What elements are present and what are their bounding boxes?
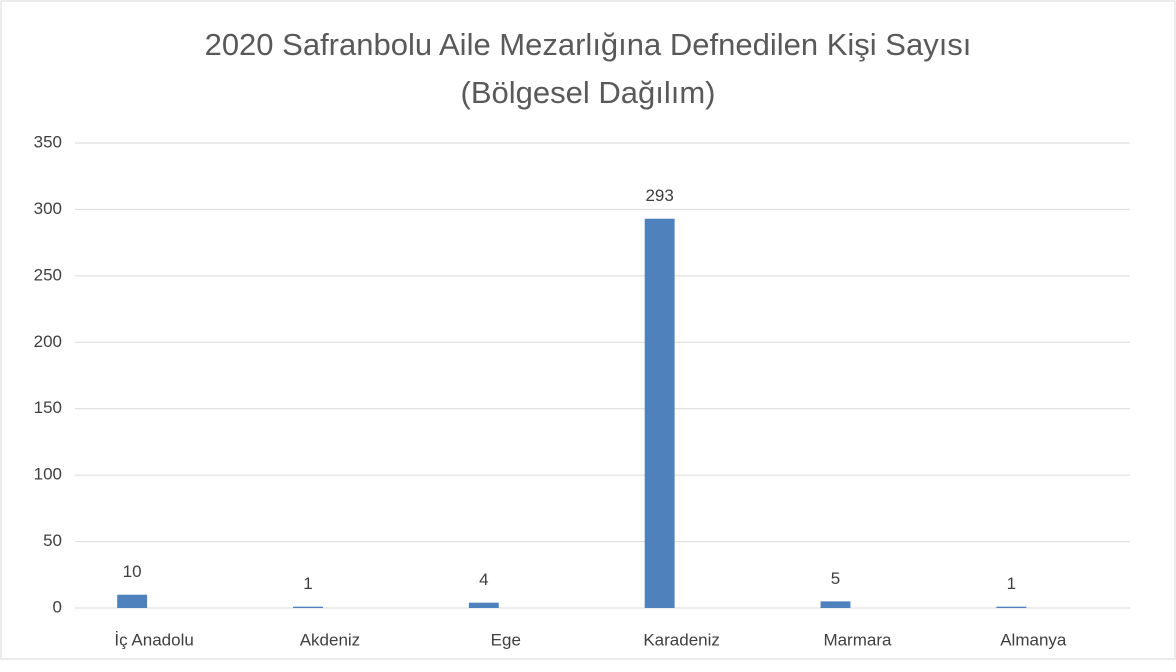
data-label: 10 <box>123 562 142 581</box>
x-tick-label: İç Anadolu <box>114 630 193 649</box>
data-label: 5 <box>831 569 840 588</box>
x-tick-label: Almanya <box>1000 630 1067 649</box>
bar <box>644 218 675 608</box>
y-tick-label: 50 <box>43 531 62 550</box>
x-tick-label: Karadeniz <box>643 630 720 649</box>
bar <box>468 602 499 608</box>
bar <box>293 606 323 608</box>
y-tick-label: 300 <box>34 199 62 218</box>
y-tick-label: 150 <box>34 398 62 417</box>
y-tick-label: 200 <box>34 332 62 351</box>
y-tick-label: 350 <box>34 132 62 151</box>
y-tick-label: 100 <box>34 465 62 484</box>
x-tick-label: Marmara <box>823 630 892 649</box>
data-label: 1 <box>1007 574 1016 593</box>
y-tick-label: 0 <box>53 597 62 616</box>
bar <box>996 606 1027 608</box>
data-label: 293 <box>645 186 673 205</box>
bar <box>820 601 851 608</box>
chart-title: 2020 Safranbolu Aile Mezarlığına Defnedi… <box>205 27 972 62</box>
chart-title: (Bölgesel Dağılım) <box>461 75 716 110</box>
y-tick-label: 250 <box>34 265 62 284</box>
x-tick-label: Akdeniz <box>300 630 360 649</box>
data-label: 4 <box>479 570 488 589</box>
data-label: 1 <box>303 574 312 593</box>
x-tick-label: Ege <box>491 630 521 649</box>
bar <box>117 594 148 608</box>
